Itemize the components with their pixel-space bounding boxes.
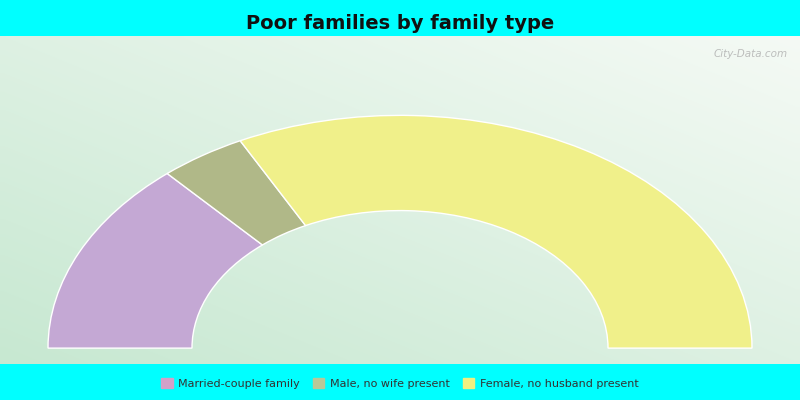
Text: City-Data.com: City-Data.com xyxy=(714,49,788,59)
Legend: Married-couple family, Male, no wife present, Female, no husband present: Married-couple family, Male, no wife pre… xyxy=(158,375,642,392)
Wedge shape xyxy=(48,174,262,348)
Wedge shape xyxy=(240,115,752,348)
Wedge shape xyxy=(167,141,306,245)
Text: Poor families by family type: Poor families by family type xyxy=(246,14,554,33)
